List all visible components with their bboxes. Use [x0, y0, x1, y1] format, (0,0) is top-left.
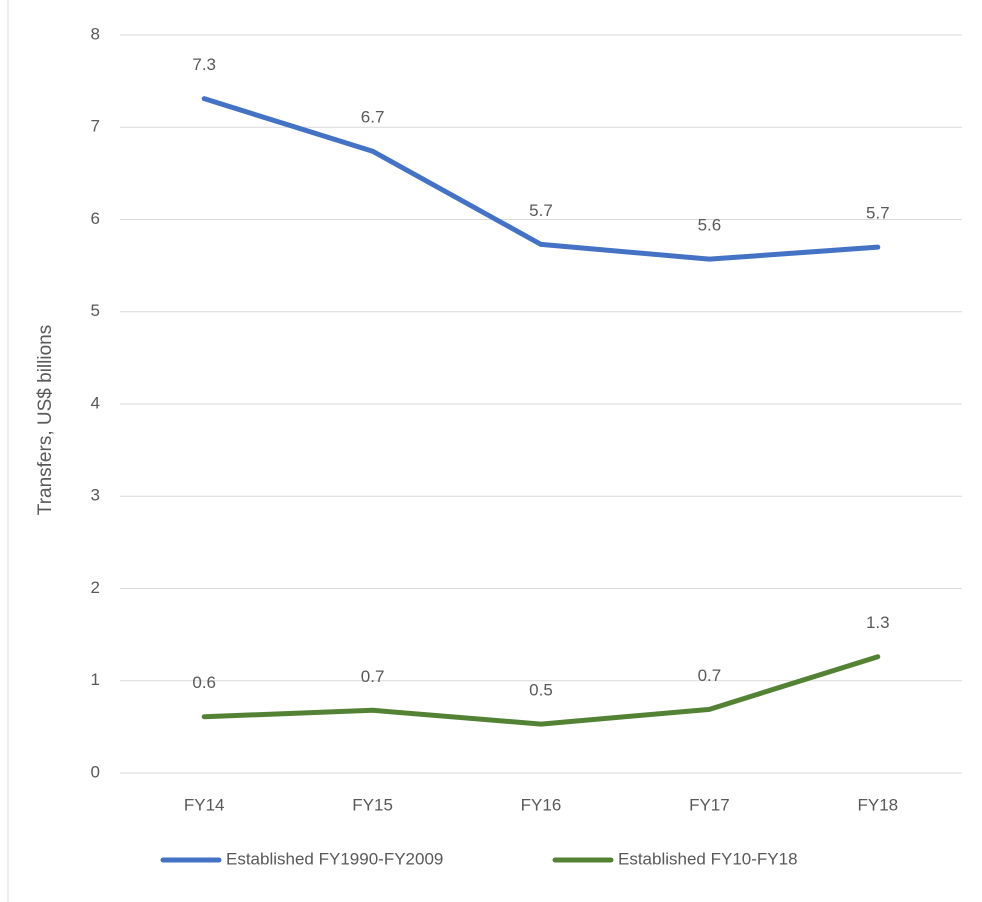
x-tick-label: FY15 [352, 795, 393, 814]
series-line [201, 654, 881, 727]
y-tick-label: 6 [91, 209, 100, 228]
data-label: 5.6 [698, 216, 722, 235]
data-label: 5.7 [529, 201, 553, 220]
x-tick-label: FY16 [521, 795, 562, 814]
y-tick-label: 3 [91, 486, 100, 505]
data-label: 0.7 [698, 666, 722, 685]
data-label: 0.6 [192, 673, 216, 692]
y-tick-label: 5 [91, 301, 100, 320]
y-tick-label: 2 [91, 578, 100, 597]
y-tick-label: 1 [91, 670, 100, 689]
data-label: 0.7 [361, 667, 385, 686]
legend-label: Established FY10-FY18 [618, 849, 798, 868]
data-label: 7.3 [192, 55, 216, 74]
y-tick-label: 0 [91, 762, 100, 781]
data-label: 0.5 [529, 681, 553, 700]
x-tick-label: FY18 [857, 795, 898, 814]
y-axis-title: Transfers, US$ billions [35, 325, 56, 515]
x-tick-label: FY14 [184, 795, 225, 814]
data-label: 5.7 [866, 204, 890, 223]
series-line [201, 96, 881, 262]
data-label: 1.3 [866, 613, 890, 632]
x-tick-label: FY17 [689, 795, 730, 814]
y-tick-label: 4 [91, 393, 100, 412]
legend-label: Established FY1990-FY2009 [226, 849, 443, 868]
y-tick-label: 7 [91, 117, 100, 136]
data-label: 6.7 [361, 108, 385, 127]
y-tick-label: 8 [91, 24, 100, 43]
